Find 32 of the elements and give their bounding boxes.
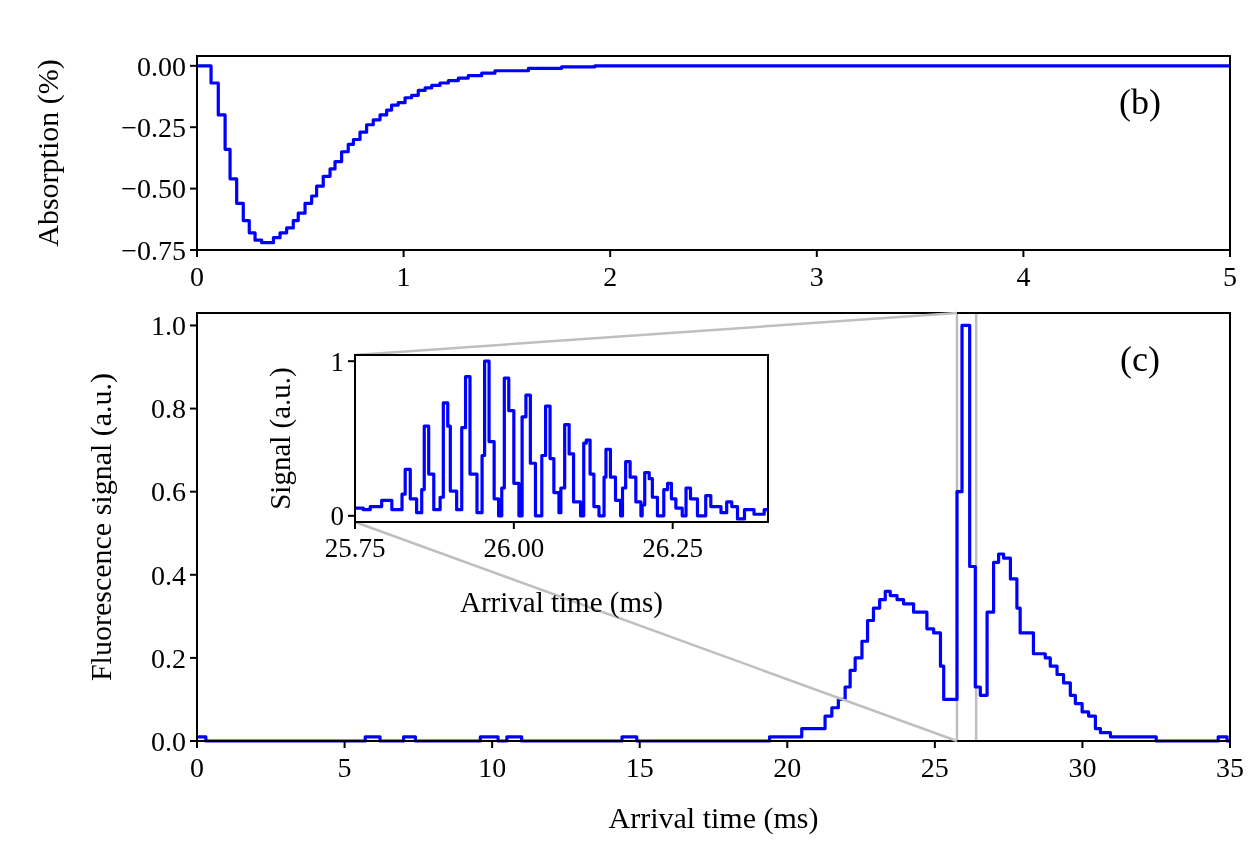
y-tick-label: 0.6 xyxy=(151,476,186,508)
x-tick-label: 26.25 xyxy=(642,533,704,563)
y-tick-label: −0.75 xyxy=(121,234,186,266)
x-tick-label: 5 xyxy=(1223,261,1237,292)
annotation: (b) xyxy=(1119,82,1161,122)
y-tick-label: 0.0 xyxy=(151,725,186,757)
x-tick-label: 4 xyxy=(1016,261,1031,292)
x-tick-label: 10 xyxy=(478,752,507,783)
x-tick-label: 2 xyxy=(603,261,618,292)
x-axis-title: Arrival time (ms) xyxy=(460,586,663,619)
x-tick-label: 20 xyxy=(773,752,802,783)
x-tick-label: 26.00 xyxy=(483,533,545,563)
annotation: (c) xyxy=(1120,339,1160,379)
x-tick-label: 25.75 xyxy=(324,533,386,563)
y-tick-label: −0.25 xyxy=(121,112,186,144)
y-tick-label: 0.4 xyxy=(151,559,186,591)
y-tick-label: −0.50 xyxy=(121,173,186,205)
x-tick-label: 25 xyxy=(920,752,949,783)
x-axis-title: Arrival time (ms) xyxy=(608,801,819,835)
x-tick-label: 15 xyxy=(625,752,654,783)
y-tick-label: 1.0 xyxy=(151,310,186,342)
x-tick-label: 5 xyxy=(337,752,352,783)
y-tick-label: 0.8 xyxy=(151,393,186,425)
x-tick-label: 1 xyxy=(396,261,411,292)
y-axis-title: Fluorescence signal (a.u.) xyxy=(83,372,118,682)
x-tick-label: 30 xyxy=(1068,752,1097,783)
x-tick-label: 35 xyxy=(1216,752,1244,783)
x-tick-label: 3 xyxy=(809,261,824,292)
y-tick-label: 0.2 xyxy=(151,642,186,674)
y-tick-label: 0.00 xyxy=(137,50,186,82)
y-axis-title: Signal (a.u.) xyxy=(264,367,298,510)
y-axis-title: Absorption (%) xyxy=(30,59,65,247)
